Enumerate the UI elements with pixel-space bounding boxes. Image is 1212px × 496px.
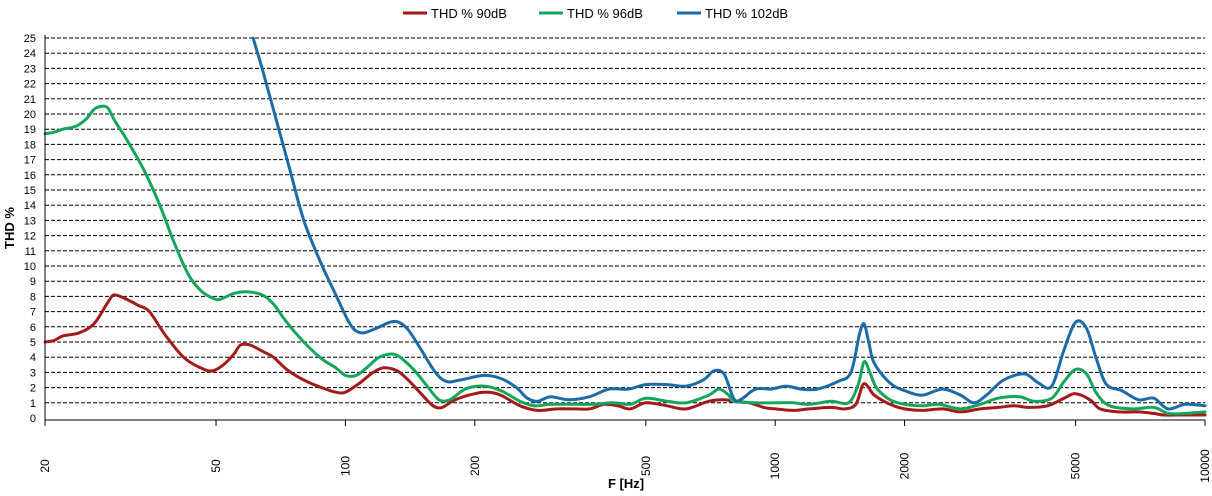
x-tick-label: 5000 [1069, 452, 1083, 479]
legend: THD % 90dB THD % 96dB THD % 102dB [403, 6, 788, 21]
y-tick-label: 21 [24, 94, 36, 106]
legend-label-0: THD % 90dB [431, 6, 507, 21]
y-tick-label: 13 [24, 215, 36, 227]
y-tick-label: 18 [24, 139, 36, 151]
y-tick-label: 7 [30, 307, 36, 319]
y-tick-label: 19 [24, 124, 36, 136]
y-tick-label: 16 [24, 170, 36, 182]
y-tick-label: 2 [30, 383, 36, 395]
y-tick-label: 4 [30, 352, 36, 364]
y-tick-label: 25 [24, 33, 36, 45]
y-tick-label: 24 [24, 48, 36, 60]
x-tick-label: 500 [639, 456, 653, 476]
y-tick-label: 5 [30, 337, 36, 349]
series-lines [43, 36, 1207, 417]
y-tick-label: 14 [24, 200, 36, 212]
y-tick-label: 17 [24, 155, 36, 167]
x-axis-title: F [Hz] [608, 476, 644, 491]
x-tick-labels: 20 50 100 200 500 1000 2000 5000 10000 [38, 420, 1212, 483]
y-tick-label: 9 [30, 276, 36, 288]
x-tick-label: 2000 [898, 452, 912, 479]
y-tick-label: 22 [24, 79, 36, 91]
y-tick-label: 12 [24, 231, 36, 243]
x-tick-label: 10000 [1198, 449, 1212, 483]
y-tick-label: 8 [30, 291, 36, 303]
y-axis-title: THD % [2, 207, 17, 249]
series-line-1 [43, 104, 1207, 416]
y-tick-labels: 0123456789101112131415161718192021222324… [24, 33, 36, 425]
y-tick-label: 10 [24, 261, 36, 273]
gridlines [45, 37, 1205, 404]
y-tick-label: 6 [30, 322, 36, 334]
y-tick-label: 3 [30, 367, 36, 379]
y-tick-label: 1 [30, 398, 36, 410]
y-tick-label: 15 [24, 185, 36, 197]
x-tick-label: 200 [468, 456, 482, 476]
x-tick-label: 1000 [768, 452, 782, 479]
x-tick-label: 50 [209, 459, 223, 473]
legend-label-2: THD % 102dB [705, 6, 788, 21]
legend-label-1: THD % 96dB [567, 6, 643, 21]
y-tick-label: 11 [25, 246, 36, 258]
y-tick-label: 20 [24, 109, 36, 121]
series-line-0 [43, 293, 1207, 417]
y-tick-label: 23 [24, 63, 36, 75]
x-tick-label: 100 [338, 456, 352, 476]
series-line-2 [251, 36, 1207, 411]
y-tick-label: 0 [30, 413, 36, 425]
x-tick-label: 20 [38, 459, 52, 473]
